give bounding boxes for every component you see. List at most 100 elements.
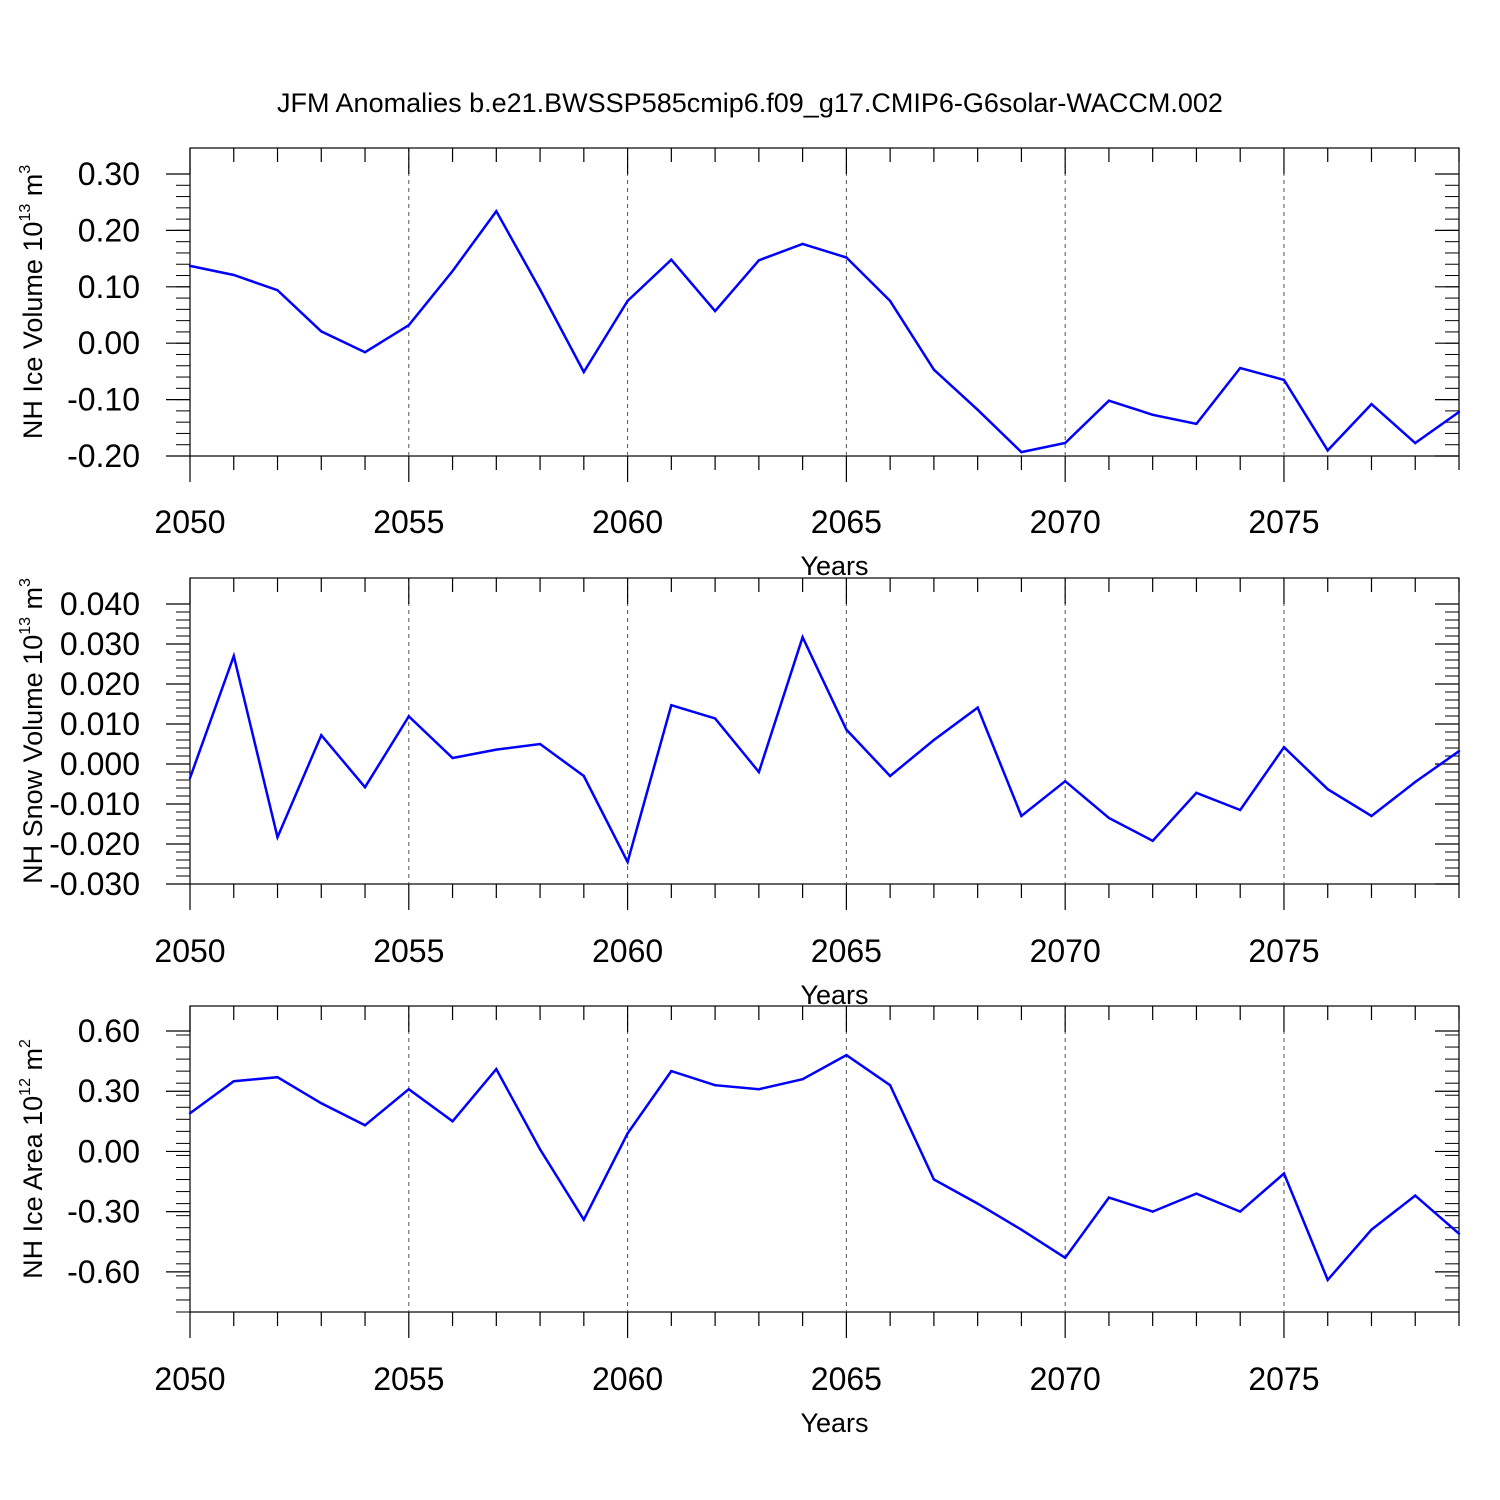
y-axis-label-unit: m <box>18 1048 48 1078</box>
x-tick-label: 2055 <box>373 933 444 969</box>
data-point <box>801 1077 804 1081</box>
x-tick-label: 2075 <box>1248 933 1319 969</box>
data-point <box>1457 410 1461 414</box>
data-point <box>451 269 454 273</box>
y-axis-label-unit: m <box>18 174 48 204</box>
x-tick-label: 2055 <box>373 1361 444 1397</box>
data-point <box>757 259 761 262</box>
data-point <box>1239 366 1242 370</box>
data-point <box>845 728 848 731</box>
data-point <box>582 1218 586 1221</box>
data-point <box>1063 441 1067 445</box>
data-point <box>888 774 892 778</box>
data-point <box>626 299 629 303</box>
data-point <box>495 1067 498 1071</box>
data-point <box>1239 1210 1242 1213</box>
data-point <box>1151 1210 1154 1213</box>
data-point <box>845 1053 848 1057</box>
x-axis-label: Years <box>800 1408 868 1438</box>
data-point <box>670 1069 673 1073</box>
data-point <box>1282 746 1286 749</box>
x-tick-label: 2065 <box>811 1361 882 1397</box>
y-tick-label: 0.030 <box>60 626 140 662</box>
data-point <box>582 774 586 778</box>
series-line-ice-area <box>189 1053 1460 1283</box>
data-point <box>932 738 936 742</box>
x-tick-label: 2050 <box>154 1361 225 1397</box>
y-tick-label: -0.010 <box>49 786 140 822</box>
y-tick-label: 0.040 <box>60 586 140 622</box>
x-tick-label: 2070 <box>1030 1361 1101 1397</box>
y-tick-label: 0.020 <box>60 666 140 702</box>
data-point <box>1370 402 1373 406</box>
data-point <box>1457 1232 1461 1235</box>
plot-frame <box>189 577 1460 885</box>
data-point <box>670 704 673 707</box>
y-axis-label: NH Ice Area 1012 m2 <box>17 1039 48 1279</box>
y-tick-label: 0.00 <box>78 1133 140 1169</box>
data-point <box>407 323 410 327</box>
data-point <box>1107 399 1111 402</box>
x-tick-label: 2050 <box>154 504 225 540</box>
data-point <box>1370 1228 1373 1231</box>
data-point <box>538 742 542 746</box>
data-point <box>1370 814 1373 818</box>
data-point <box>1282 378 1286 382</box>
x-axis-label: Years <box>800 551 868 581</box>
data-point <box>626 1132 629 1135</box>
x-tick-label: 2060 <box>592 933 663 969</box>
data-point <box>451 1120 454 1123</box>
y-tick-label: -0.60 <box>67 1254 140 1290</box>
data-point <box>188 264 192 268</box>
y-axis-label-main: NH Ice Area 10 <box>18 1096 48 1279</box>
data-point <box>1239 808 1242 812</box>
x-tick-label: 2055 <box>373 504 444 540</box>
y-axis-label-unit-exponent: 2 <box>17 1039 34 1048</box>
data-point <box>320 734 323 737</box>
y-axis-label-unit-exponent: 3 <box>17 578 34 587</box>
data-point <box>363 1124 367 1127</box>
data-point <box>1020 1228 1023 1231</box>
y-axis-label-exponent: 13 <box>17 617 34 635</box>
data-point <box>1326 449 1329 452</box>
data-point <box>276 836 279 839</box>
data-point <box>976 706 979 709</box>
data-point <box>1414 780 1417 784</box>
data-point <box>188 1112 192 1115</box>
x-axis-label: Years <box>800 980 868 1010</box>
panel-snow-volume: -0.030 -0.020 -0.010 0.000 0.010 0.020 0.030 0.… <box>17 577 1461 1010</box>
y-tick-label: 0.000 <box>60 746 140 782</box>
y-tick-label: 0.30 <box>78 156 140 192</box>
data-point <box>1107 816 1111 820</box>
data-point <box>757 1088 761 1091</box>
data-point <box>320 330 323 333</box>
y-axis-label-exponent: 13 <box>17 204 34 222</box>
data-point <box>1020 450 1023 454</box>
data-point <box>538 1148 542 1151</box>
y-tick-label: 0.60 <box>78 1013 140 1049</box>
x-tick-label: 2060 <box>592 1361 663 1397</box>
y-axis-label-unit-exponent: 3 <box>17 165 34 174</box>
data-point <box>1414 1194 1417 1197</box>
data-point <box>1020 814 1023 818</box>
y-axis-label-unit: m <box>18 587 48 617</box>
data-point <box>582 370 586 374</box>
data-point <box>713 309 717 313</box>
y-tick-label: -0.030 <box>49 866 140 902</box>
y-axis-label-main: NH Snow Volume 10 <box>18 635 48 884</box>
data-point <box>407 1088 410 1091</box>
data-point <box>188 776 192 780</box>
data-point <box>801 242 804 246</box>
data-point <box>801 636 804 639</box>
data-point <box>320 1102 323 1105</box>
data-point <box>495 748 498 751</box>
data-point <box>888 299 892 303</box>
data-point <box>363 786 367 789</box>
panel-ice-volume: -0.20 -0.10 0.00 0.10 0.20 0.30 2050 2055 2060 20… <box>17 147 1461 581</box>
data-point <box>976 408 979 411</box>
data-point <box>757 770 761 774</box>
data-point <box>1195 422 1198 426</box>
data-point <box>713 717 717 720</box>
x-tick-label: 2060 <box>592 504 663 540</box>
